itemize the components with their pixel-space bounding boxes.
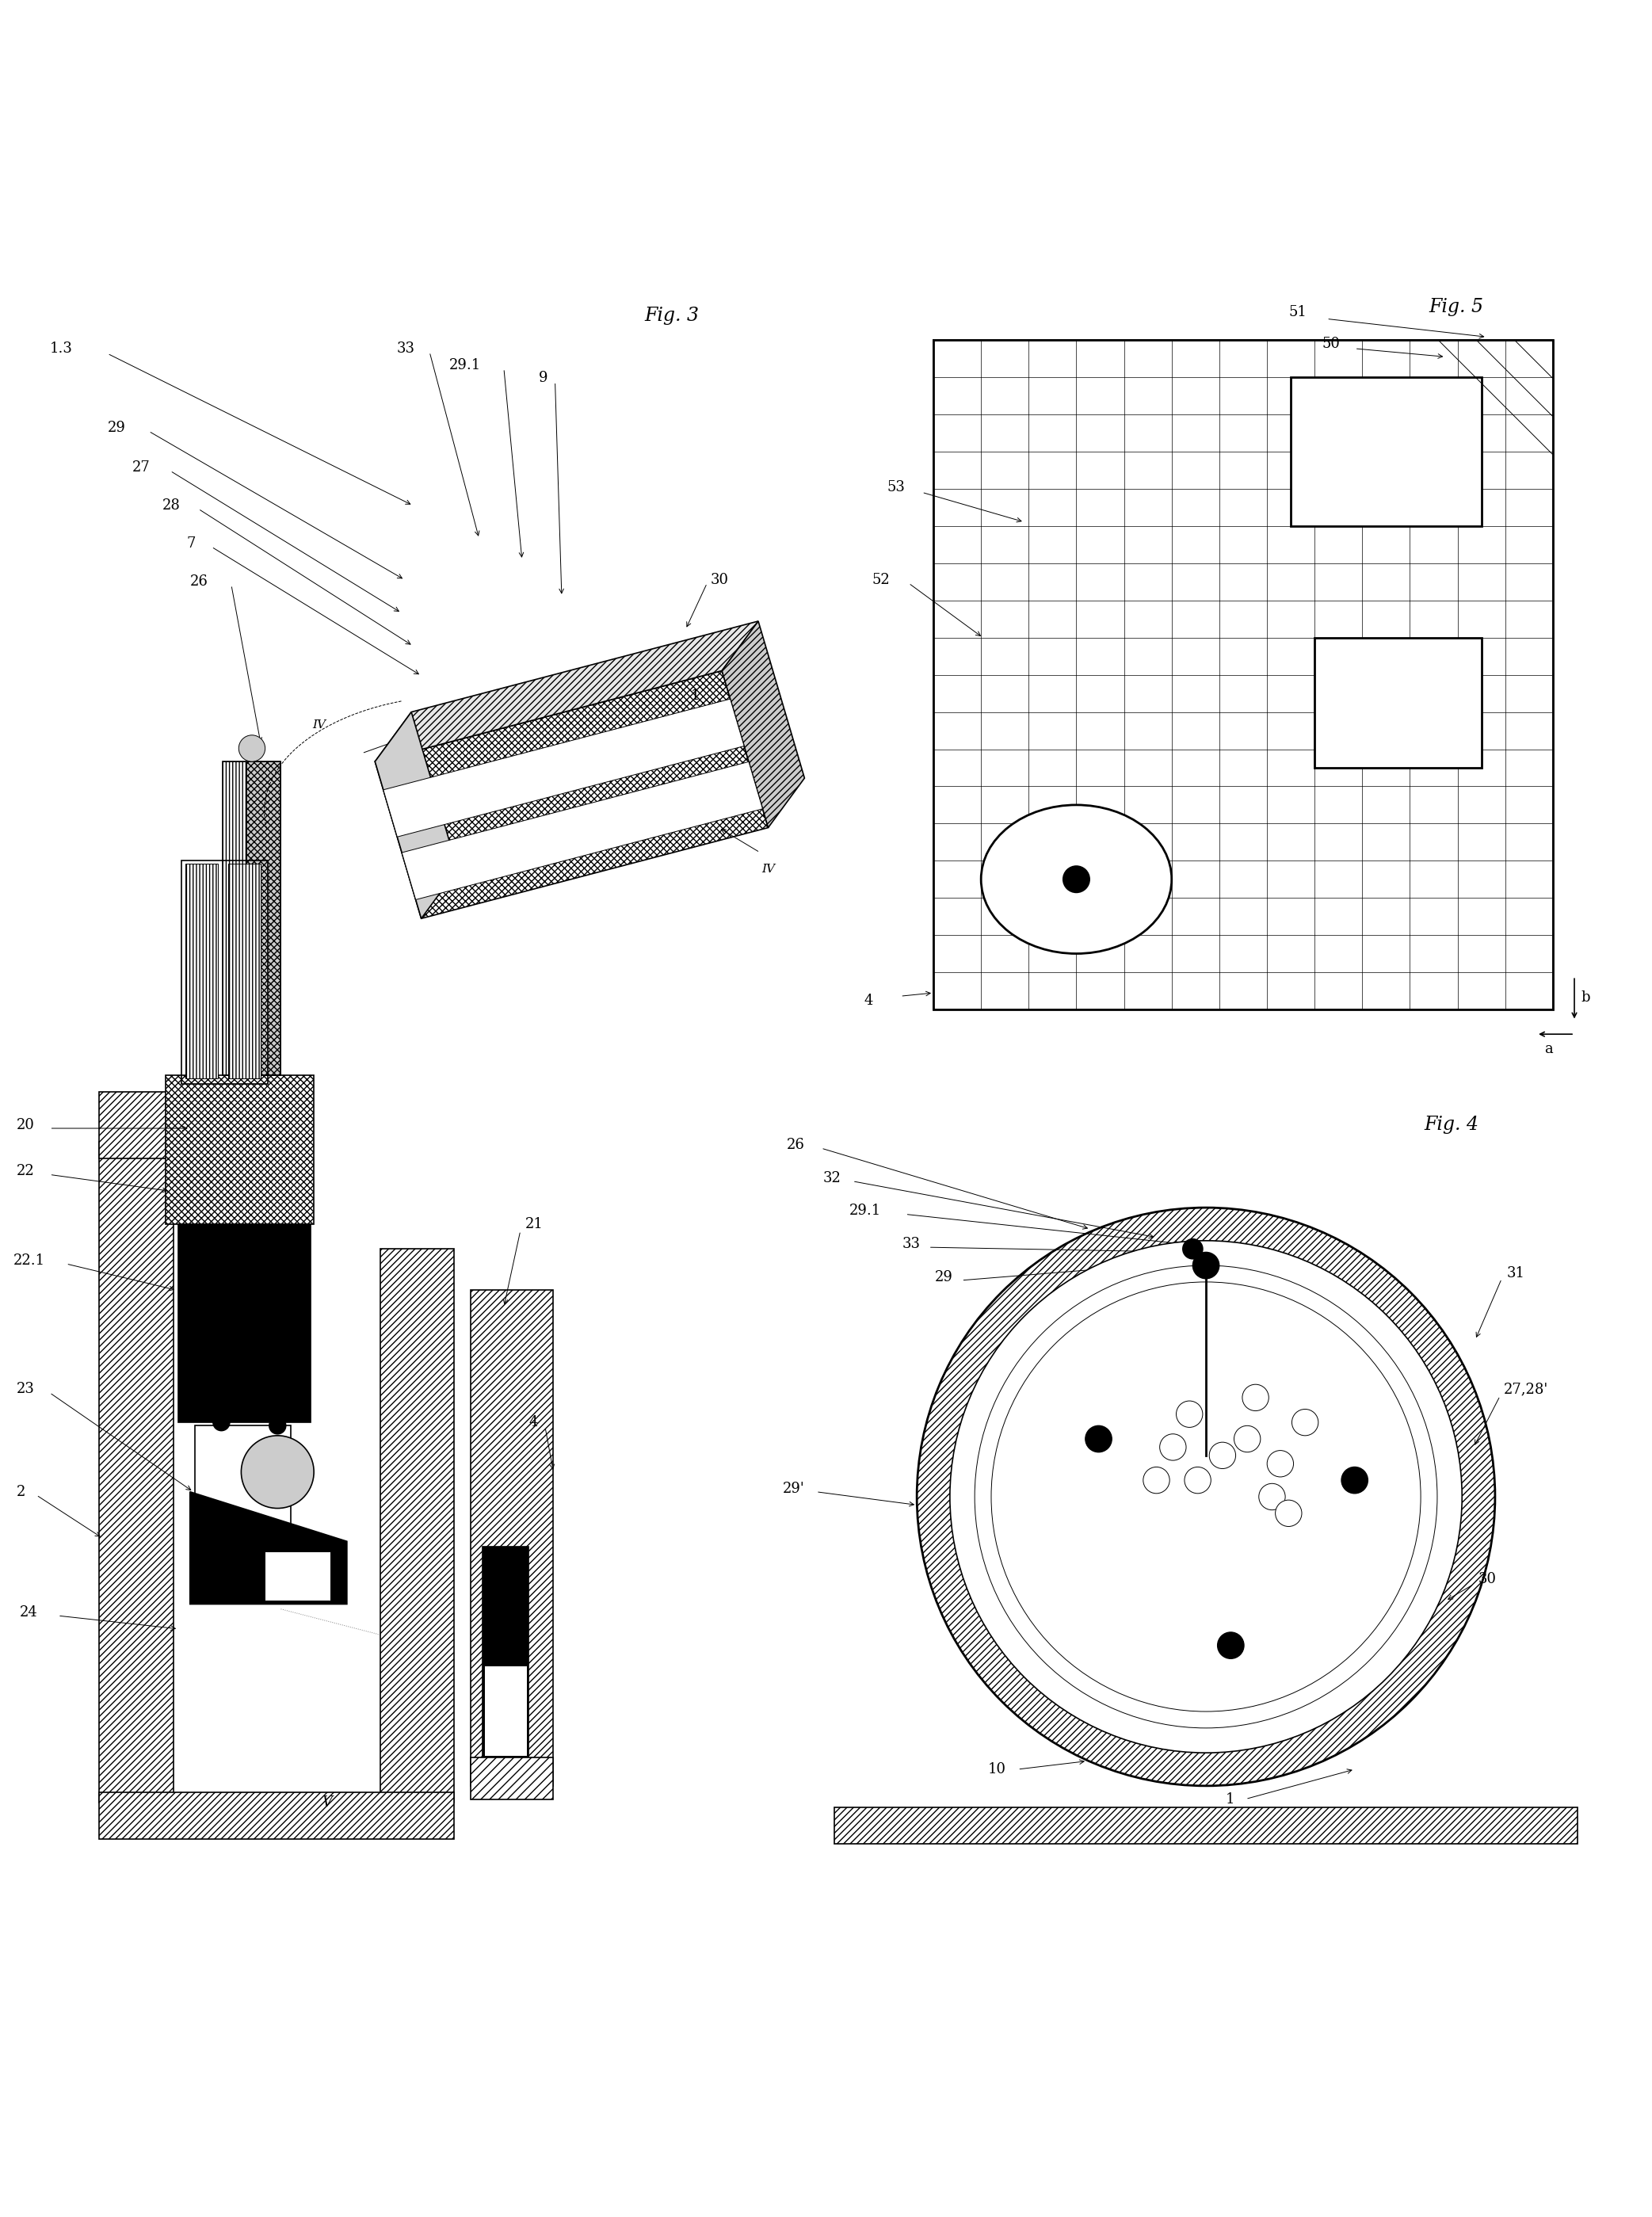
Text: 10: 10 (988, 1763, 1006, 1776)
Text: 2: 2 (17, 1485, 25, 1499)
Polygon shape (722, 621, 805, 827)
Circle shape (213, 1414, 230, 1430)
Circle shape (1085, 1426, 1112, 1452)
Text: b: b (1581, 991, 1591, 1004)
Circle shape (269, 1417, 286, 1434)
Text: a: a (1545, 1042, 1553, 1055)
Text: 32: 32 (823, 1171, 841, 1186)
Bar (933, 339, 1553, 1009)
Circle shape (1341, 1468, 1368, 1494)
Bar (178, 1224, 311, 1423)
Text: IV: IV (312, 721, 325, 732)
Text: Fig. 3: Fig. 3 (644, 306, 699, 324)
Circle shape (1218, 1632, 1244, 1658)
Text: 29.1: 29.1 (849, 1204, 881, 1217)
Text: 50: 50 (1322, 337, 1340, 350)
Text: 7: 7 (187, 537, 195, 550)
Text: 33: 33 (902, 1237, 920, 1250)
Circle shape (1259, 1483, 1285, 1510)
Circle shape (917, 1208, 1495, 1787)
Bar (380, 1248, 454, 1802)
Circle shape (1176, 1401, 1203, 1428)
Circle shape (950, 1242, 1462, 1754)
Text: 30: 30 (1479, 1572, 1497, 1587)
Bar (1290, 377, 1482, 525)
Bar (223, 763, 281, 1075)
Text: 4: 4 (529, 1414, 537, 1430)
Text: 29.1: 29.1 (449, 357, 481, 372)
Text: 28: 28 (162, 499, 180, 512)
Text: Fig. 4: Fig. 4 (1424, 1115, 1479, 1135)
Bar (471, 1758, 553, 1798)
Text: 31: 31 (1507, 1266, 1525, 1281)
Text: 29': 29' (783, 1481, 805, 1496)
Polygon shape (401, 763, 763, 900)
Text: 26: 26 (190, 574, 208, 590)
Circle shape (1183, 1239, 1203, 1259)
Circle shape (1160, 1434, 1186, 1461)
Text: Fig. 5: Fig. 5 (1429, 297, 1483, 317)
Bar (484, 1665, 527, 1756)
Bar (246, 763, 281, 1075)
Polygon shape (375, 712, 458, 918)
Text: 23: 23 (17, 1381, 35, 1397)
Bar (834, 1807, 1578, 1845)
Text: 22.1: 22.1 (13, 1253, 45, 1268)
Bar (228, 865, 261, 1080)
Bar (933, 339, 1553, 1009)
Text: 51: 51 (1289, 306, 1307, 319)
Circle shape (241, 1437, 314, 1508)
Bar (99, 1093, 173, 1157)
Text: 1: 1 (691, 687, 700, 703)
Text: 27,28': 27,28' (1503, 1381, 1548, 1397)
Text: 9: 9 (539, 370, 548, 386)
Bar (99, 1142, 173, 1802)
Text: 53: 53 (887, 481, 905, 494)
Text: 30: 30 (710, 572, 729, 588)
Text: 26: 26 (786, 1137, 805, 1153)
Text: 27: 27 (132, 461, 150, 474)
Text: 29: 29 (107, 421, 126, 435)
Text: 20: 20 (17, 1117, 35, 1133)
Text: 21: 21 (525, 1217, 544, 1230)
Circle shape (240, 736, 266, 763)
Bar (165, 1075, 314, 1224)
Bar (99, 1794, 454, 1838)
Circle shape (991, 1281, 1421, 1712)
Circle shape (1184, 1468, 1211, 1494)
Bar (195, 1426, 291, 1539)
Text: 33: 33 (396, 341, 415, 355)
Circle shape (1275, 1501, 1302, 1528)
Text: 1: 1 (1226, 1791, 1236, 1807)
Bar (1315, 638, 1482, 767)
Text: 29: 29 (935, 1270, 953, 1284)
Text: 1.3: 1.3 (50, 341, 73, 355)
Ellipse shape (981, 805, 1171, 953)
Bar (264, 1552, 330, 1601)
Bar (482, 1545, 529, 1760)
Circle shape (1143, 1468, 1170, 1494)
Circle shape (975, 1266, 1437, 1727)
Circle shape (1267, 1450, 1294, 1477)
Bar (185, 865, 218, 1080)
Polygon shape (190, 1492, 347, 1605)
Polygon shape (375, 672, 768, 918)
Text: 24: 24 (20, 1605, 38, 1618)
Bar (471, 1290, 553, 1787)
Text: 52: 52 (872, 572, 890, 588)
Circle shape (1292, 1410, 1318, 1437)
Circle shape (1064, 867, 1090, 893)
Text: IV: IV (762, 862, 775, 873)
Polygon shape (375, 621, 758, 763)
Bar (223, 763, 246, 1075)
Text: 4: 4 (864, 993, 872, 1009)
Circle shape (1209, 1443, 1236, 1468)
Circle shape (1234, 1426, 1260, 1452)
Text: V: V (322, 1796, 332, 1809)
Text: 22: 22 (17, 1164, 35, 1179)
Circle shape (1193, 1253, 1219, 1279)
Circle shape (1242, 1383, 1269, 1410)
Bar (182, 860, 268, 1084)
Polygon shape (383, 698, 743, 836)
